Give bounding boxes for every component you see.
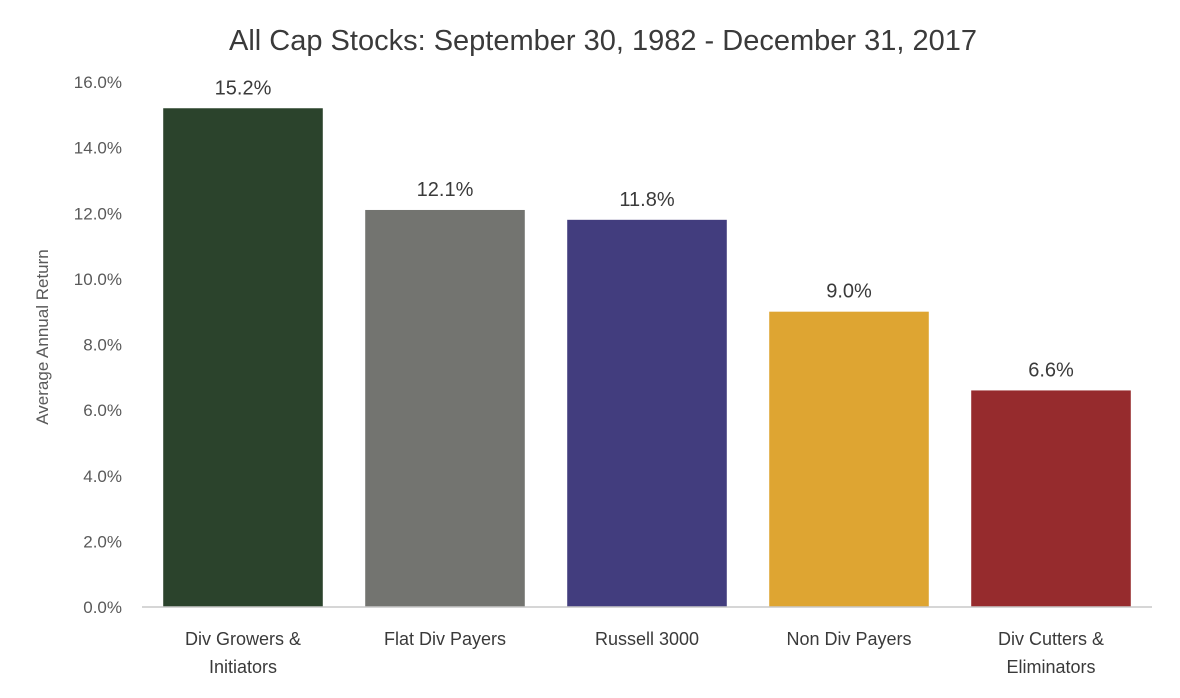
data-label: 11.8% <box>619 189 674 211</box>
category-label-line: Eliminators <box>1006 657 1095 677</box>
bar <box>971 390 1131 607</box>
category-label: Non Div Payers <box>786 629 911 649</box>
y-tick-label: 2.0% <box>83 532 122 551</box>
category-label: Russell 3000 <box>595 629 699 649</box>
bars <box>163 108 1131 607</box>
bar <box>769 311 929 607</box>
data-labels: 15.2% 12.1% 11.8% 9.0% 6.6% <box>215 77 1074 381</box>
data-label: 15.2% <box>215 77 272 99</box>
y-axis-ticks: 0.0% 2.0% 4.0% 6.0% 8.0% 10.0% 12.0% 14.0% 16.0% <box>74 73 122 617</box>
chart-title: All Cap Stocks: September 30, 1982 - Dec… <box>229 25 977 57</box>
x-axis-labels: Div Growers & Initiators Flat Div Payers Ru… <box>185 629 1104 677</box>
category-label-line: Russell 3000 <box>595 629 699 649</box>
category-label: Div Growers & Initiators <box>185 629 301 677</box>
bar <box>163 108 323 607</box>
bar <box>365 209 525 607</box>
y-tick-label: 12.0% <box>74 204 122 223</box>
y-tick-label: 4.0% <box>83 467 122 486</box>
y-tick-label: 0.0% <box>83 598 122 617</box>
y-tick-label: 8.0% <box>83 336 122 355</box>
category-label: Flat Div Payers <box>384 629 506 649</box>
category-label-line: Non Div Payers <box>786 629 911 649</box>
y-tick-label: 10.0% <box>74 270 122 289</box>
category-label-line: Div Cutters & <box>998 629 1104 649</box>
category-label-line: Flat Div Payers <box>384 629 506 649</box>
y-tick-label: 6.0% <box>83 401 122 420</box>
bar <box>567 219 727 607</box>
y-tick-label: 16.0% <box>74 73 122 92</box>
category-label-line: Div Growers & <box>185 629 301 649</box>
data-label: 9.0% <box>826 281 872 303</box>
data-label: 6.6% <box>1028 359 1074 381</box>
category-label-line: Initiators <box>209 657 277 677</box>
category-label: Div Cutters & Eliminators <box>998 629 1104 677</box>
y-tick-label: 14.0% <box>74 139 122 158</box>
data-label: 12.1% <box>417 179 474 201</box>
y-axis-label: Average Annual Return <box>33 249 52 424</box>
